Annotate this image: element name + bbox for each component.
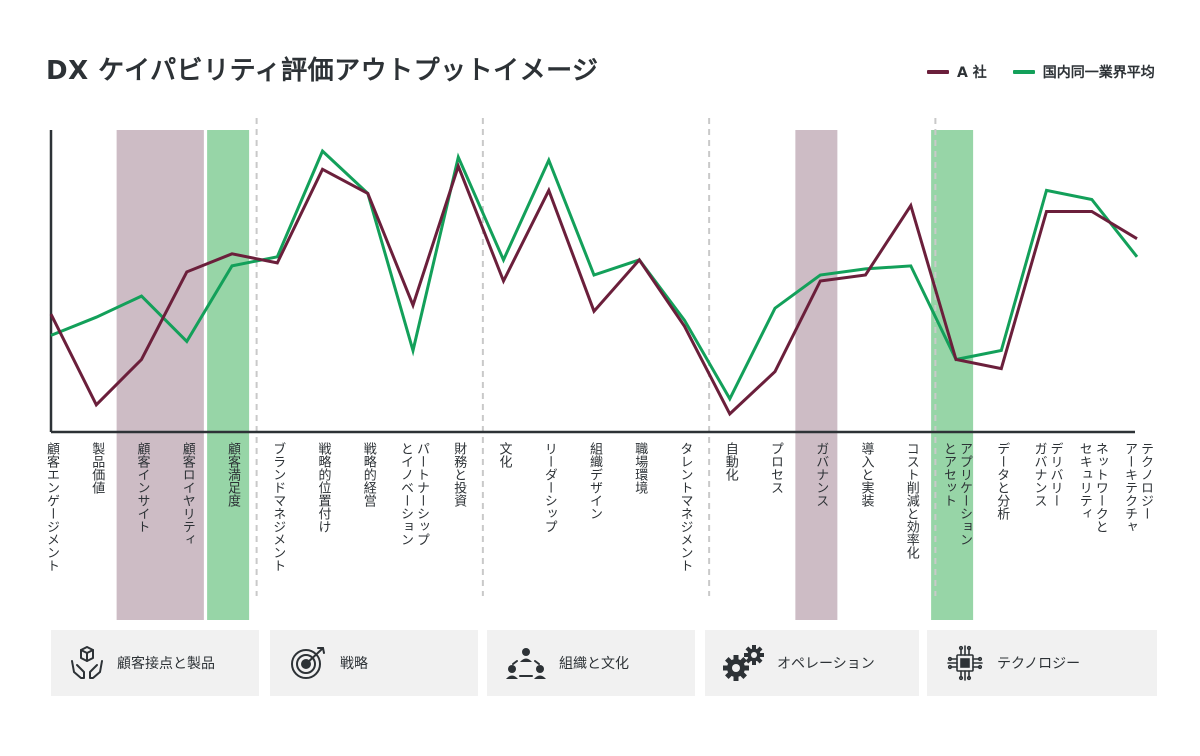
category-group-label: 戦略: [340, 656, 368, 672]
x-tick-label: 顧客インサイト: [134, 442, 150, 533]
page-title: DX ケイパビリティ評価アウトプットイメージ: [46, 56, 599, 86]
x-tick-label: 職場環境: [632, 442, 648, 494]
x-tick-label: データと分析: [994, 442, 1010, 520]
x-tick-label: リーダーシップ: [541, 442, 557, 533]
x-tick-label: 財務と投資: [451, 442, 467, 507]
category-group-label: 組織と文化: [559, 656, 629, 672]
x-tick-label: ネットワークと セキュリティ: [1076, 442, 1108, 533]
category-group-strategy: 戦略: [270, 630, 478, 696]
x-tick-label: ブランドマネジメント: [270, 442, 286, 572]
legend-swatch-a: [927, 70, 949, 74]
series-line-company: [49, 161, 1138, 417]
x-tick-label: デリバリー ガバナンス: [1031, 442, 1063, 507]
x-tick-label: ガバナンス: [813, 442, 829, 507]
target-icon: [291, 647, 325, 679]
category-group-customer: 顧客接点と製品: [51, 630, 259, 696]
x-tick-label: 組織デザイン: [587, 442, 602, 520]
category-group-organization: 組織と文化: [487, 630, 695, 696]
category-group-label: テクノロジー: [997, 656, 1081, 672]
gears-icon: [723, 645, 764, 681]
x-tick-label: プロセス: [768, 442, 783, 494]
x-tick-label: 顧客エンゲージメント: [44, 442, 59, 572]
x-tick-label: 顧客ロイヤリティ: [179, 442, 195, 546]
legend-label-a: A 社: [957, 65, 987, 81]
x-tick-label: 戦略的位置付け: [315, 442, 331, 533]
x-tick-label: パートナーシップ とイノベーション: [398, 442, 429, 546]
chip-icon: [947, 645, 983, 681]
x-tick-label: 顧客満足度: [225, 442, 240, 507]
x-tick-label: 製品価値: [89, 442, 105, 494]
category-group-label: 顧客接点と製品: [117, 656, 215, 672]
highlight-band: [795, 130, 838, 620]
x-tick-label: 導入と実装: [858, 442, 874, 507]
category-group-technology: テクノロジー: [927, 630, 1157, 696]
category-group-label: オペレーション: [777, 656, 875, 672]
hands-box-icon: [71, 646, 103, 679]
legend-label-avg: 国内同一業界平均: [1042, 65, 1155, 81]
people-group-icon: [506, 648, 546, 679]
x-tick-label: アプリケーション とアセット: [941, 442, 972, 546]
legend: A 社 国内同一業界平均: [927, 62, 1155, 82]
x-tick-label: タレントマネジメント: [677, 442, 693, 572]
line-chart: [49, 118, 1139, 620]
highlight-band: [116, 130, 204, 620]
x-tick-label: 文化: [496, 442, 512, 468]
category-group-operations: オペレーション: [705, 630, 919, 696]
legend-swatch-avg: [1012, 70, 1035, 74]
x-tick-label: テクノロジー アーキテクチャ: [1122, 442, 1153, 533]
highlight-band: [931, 130, 974, 620]
x-tick-label: コスト削減と効率化: [903, 442, 919, 559]
highlight-band: [207, 130, 250, 620]
x-tick-label: 自動化: [722, 442, 738, 481]
x-tick-label: 戦略的経営: [360, 442, 376, 507]
